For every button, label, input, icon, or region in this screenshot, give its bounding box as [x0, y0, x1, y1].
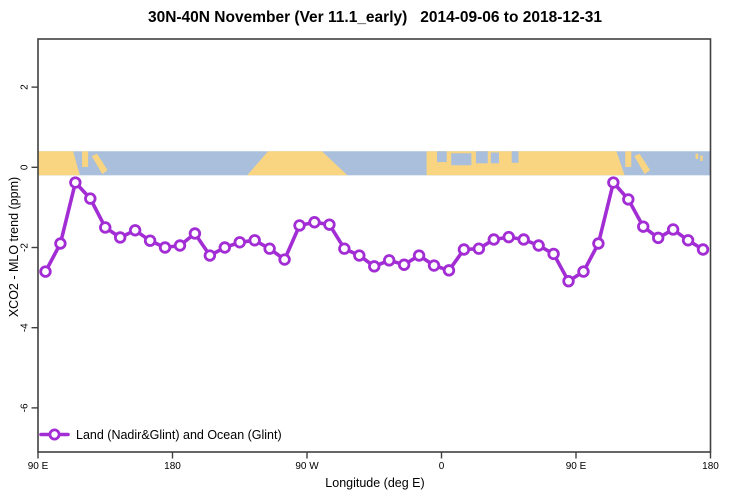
- data-point-marker: [158, 241, 172, 254]
- data-point-marker: [39, 265, 52, 278]
- map-land-island-2: [700, 155, 703, 161]
- data-point-marker: [293, 219, 306, 232]
- y-axis-label: XCO2 - MLO trend (ppm): [7, 176, 21, 318]
- y-tick-label: -6: [20, 403, 31, 412]
- data-point-marker: [143, 234, 157, 247]
- map-land-asia-mainland-left: [38, 151, 80, 176]
- data-point-marker: [338, 242, 351, 255]
- legend-marker-circle: [48, 428, 61, 441]
- x-axis-label: Longitude (deg E): [325, 476, 425, 490]
- data-point-marker: [323, 218, 336, 231]
- data-point-marker: [173, 239, 187, 252]
- legend-series-label: Land (Nadir&Glint) and Ocean (Glint): [76, 428, 282, 442]
- data-point-marker: [218, 241, 232, 254]
- data-point-marker: [427, 259, 441, 272]
- data-point-marker: [651, 231, 665, 245]
- data-point-marker: [502, 230, 515, 244]
- data-point-marker: [263, 242, 276, 255]
- data-point-marker: [54, 237, 67, 250]
- chart-title: 30N-40N November (Ver 11.1_early) 2014-0…: [147, 9, 603, 26]
- map-land-island-1: [695, 153, 699, 159]
- data-point-marker: [128, 224, 142, 237]
- map-land-korea-right: [625, 151, 632, 167]
- y-tick-label: -4: [20, 323, 31, 332]
- data-point-marker: [99, 221, 112, 234]
- data-point-marker: [308, 216, 321, 229]
- data-point-marker: [188, 227, 202, 240]
- x-tick-label: 0: [439, 461, 445, 472]
- map-sea-aegean-black-sea: [490, 152, 499, 164]
- map-land-japan-left: [91, 153, 108, 175]
- data-point-marker: [113, 231, 127, 244]
- data-point-marker: [84, 192, 97, 205]
- data-point-marker: [353, 249, 366, 262]
- x-tick-label: 90 W: [295, 461, 319, 472]
- y-tick-label: -2: [20, 243, 31, 252]
- data-point-marker: [517, 233, 530, 246]
- map-sea-mediterranean-east: [475, 151, 488, 164]
- data-point-marker: [397, 258, 411, 271]
- x-tick-label: 180: [164, 461, 181, 472]
- data-point-marker: [681, 234, 695, 247]
- data-point-marker: [233, 236, 246, 249]
- data-point-marker: [562, 274, 575, 288]
- map-land-korea-left: [82, 151, 89, 167]
- plot-frame: [37, 38, 712, 453]
- y-tick-label: 0: [20, 164, 31, 170]
- map-sea-mediterranean-west: [437, 151, 447, 163]
- x-tick-label: 90 E: [566, 461, 587, 472]
- data-point-marker: [532, 239, 545, 252]
- x-tick-label: 90 E: [28, 461, 49, 472]
- data-point-marker: [69, 176, 82, 189]
- data-point-marker: [368, 260, 381, 273]
- data-point-marker: [457, 243, 471, 256]
- data-point-marker: [592, 237, 605, 250]
- data-point-marker: [382, 254, 396, 267]
- map-land-north-america: [247, 151, 348, 176]
- x-tick-label: 180: [702, 461, 719, 472]
- data-point-marker: [412, 249, 426, 262]
- map-sea-mediterranean-central: [451, 153, 472, 166]
- data-point-marker: [637, 220, 650, 233]
- data-point-marker: [666, 223, 680, 236]
- data-point-marker: [203, 249, 217, 262]
- data-point-marker: [547, 247, 560, 261]
- data-point-marker: [278, 253, 291, 266]
- data-point-marker: [487, 233, 501, 246]
- data-point-marker: [248, 234, 261, 247]
- map-land-japan-right: [634, 153, 650, 175]
- y-tick-label: 2: [20, 84, 31, 90]
- data-point-marker: [472, 242, 486, 255]
- data-point-marker: [622, 193, 635, 206]
- data-point-marker: [442, 264, 456, 277]
- data-point-marker: [696, 243, 710, 256]
- data-point-marker: [577, 265, 590, 278]
- map-sea-caspian-sea: [511, 151, 519, 163]
- data-point-marker: [607, 176, 620, 189]
